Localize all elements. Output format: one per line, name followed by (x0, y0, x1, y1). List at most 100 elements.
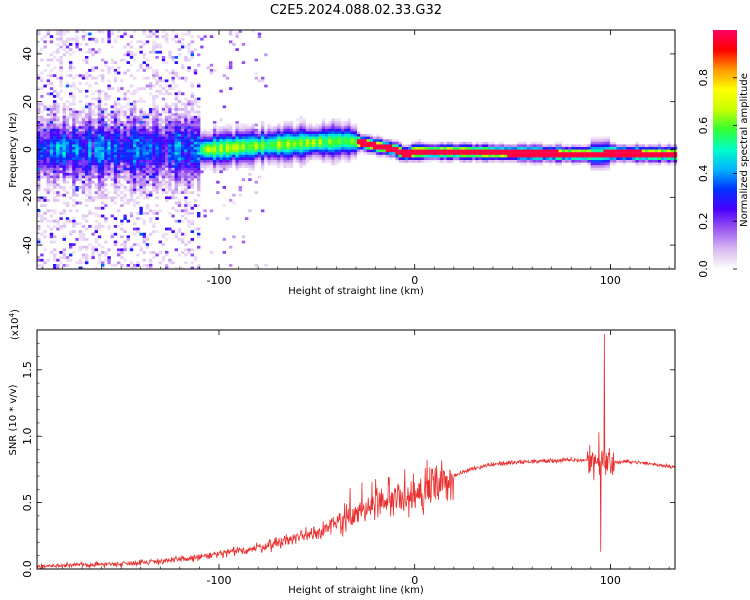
snr-multiplier-close: ) (10, 309, 21, 313)
heatmap-cell (149, 178, 153, 181)
heatmap-cell (190, 92, 194, 96)
heatmap-cell (81, 253, 86, 257)
heatmap-cell (216, 128, 220, 132)
heatmap-cell (334, 147, 338, 150)
heatmap-cell (40, 115, 44, 119)
heatmap-cell (187, 212, 191, 215)
heatmap-cell (43, 108, 47, 111)
heatmap-cell (110, 66, 114, 70)
heatmap-cell (81, 180, 86, 184)
heatmap-cell (62, 105, 66, 109)
heatmap-cell (168, 139, 172, 142)
heatmap-cell (184, 115, 188, 119)
heatmap-cell (152, 212, 156, 215)
heatmap-cell (245, 136, 249, 140)
heatmap-cell (654, 147, 658, 150)
heatmap-cell (97, 225, 102, 228)
heatmap-cell (190, 108, 194, 111)
heatmap-cell (408, 147, 412, 150)
heatmap-cell (197, 115, 201, 119)
heatmap-cell (168, 144, 172, 148)
heatmap-cell (46, 152, 50, 155)
heatmap-cell (110, 157, 114, 161)
heatmap-cell (190, 186, 194, 189)
heatmap-cell (299, 157, 303, 161)
heatmap-cell (232, 139, 236, 142)
heatmap-cell (46, 63, 50, 67)
heatmap-cell (616, 147, 620, 150)
heatmap-cell (270, 134, 274, 137)
heatmap-cell (421, 149, 425, 153)
heatmap-cell (72, 251, 76, 254)
heatmap-cell (299, 121, 303, 124)
heatmap-cell (235, 162, 239, 166)
heatmap-cell (622, 147, 626, 150)
heatmap-cell (270, 147, 274, 150)
heatmap-cell (101, 69, 105, 72)
heatmap-cell (88, 128, 92, 132)
heatmap-cell (251, 149, 255, 153)
heatmap-cell (629, 149, 633, 153)
heatmap-cell (357, 139, 361, 142)
heatmap-cell (529, 160, 534, 163)
heatmap-cell (232, 144, 236, 148)
heatmap-cell (158, 180, 162, 184)
heatmap-cell (334, 144, 338, 148)
heatmap-cell (145, 35, 150, 38)
heatmap-cell (126, 139, 130, 142)
heatmap-cell (529, 154, 534, 158)
heatmap-cell (69, 134, 73, 137)
heatmap-cell (53, 115, 57, 119)
heatmap-cell (270, 144, 274, 148)
heatmap-cell (219, 160, 223, 163)
heatmap-cell (78, 186, 82, 189)
heatmap-cell (494, 157, 498, 161)
heatmap-cell (56, 110, 60, 114)
heatmap-cell (193, 160, 198, 163)
heatmap-cell (334, 141, 338, 145)
heatmap-cell (235, 152, 239, 155)
heatmap-cell (69, 162, 73, 166)
heatmap-cell (328, 121, 332, 124)
heatmap-cell (321, 144, 326, 148)
heatmap-cell (168, 118, 172, 122)
heatmap-cell (203, 134, 207, 137)
heatmap-cell (600, 149, 604, 153)
heatmap-cell (273, 157, 278, 161)
heatmap-cell (136, 118, 140, 122)
heatmap-cell (158, 121, 162, 124)
heatmap-cell (85, 204, 89, 207)
heatmap-cell (129, 105, 134, 109)
heatmap-cell (597, 136, 601, 140)
heatmap-cell (75, 178, 79, 181)
heatmap-cell (174, 136, 178, 140)
heatmap-cell (225, 160, 230, 163)
heatmap-cell (190, 167, 194, 171)
heatmap-cell (203, 35, 207, 38)
heatmap-cell (488, 147, 492, 150)
heatmap-cell (81, 225, 86, 228)
heatmap-cell (97, 102, 102, 106)
heatmap-cell (523, 144, 527, 148)
heatmap-cell (40, 121, 44, 124)
heatmap-cell (123, 121, 127, 124)
heatmap-cell (107, 95, 111, 98)
heatmap-cell (136, 123, 140, 127)
heatmap-cell (225, 139, 230, 142)
heatmap-cell (59, 45, 63, 49)
heatmap-cell (181, 178, 185, 181)
heatmap-cell (337, 121, 342, 124)
heatmap-cell (232, 201, 236, 205)
heatmap-cell (155, 144, 159, 148)
heatmap-cell (443, 157, 447, 161)
heatmap-cell (37, 199, 41, 202)
heatmap-cell (129, 173, 134, 176)
heatmap-cell (91, 251, 95, 254)
heatmap-cell (206, 149, 210, 153)
heatmap-cell (123, 141, 127, 145)
heatmap-cell (337, 131, 342, 135)
heatmap-cell (206, 144, 210, 148)
heatmap-cell (584, 157, 588, 161)
heatmap-cell (37, 209, 41, 213)
heatmap-cell (437, 144, 441, 148)
